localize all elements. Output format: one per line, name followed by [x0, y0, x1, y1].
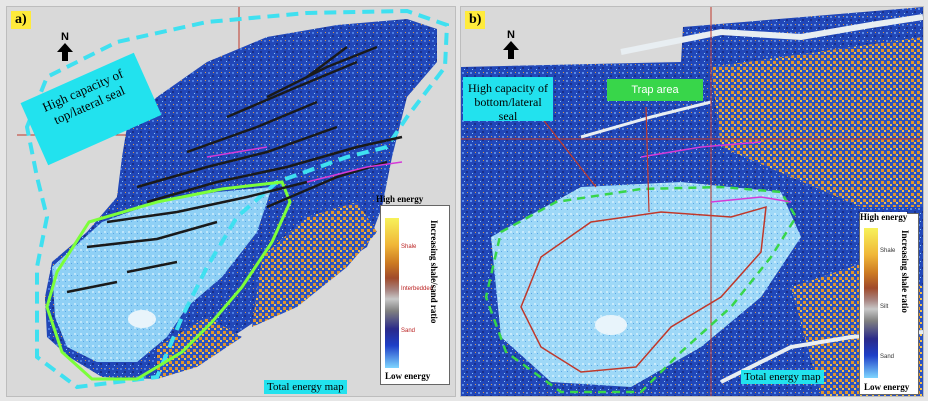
- legend-high: High energy: [860, 212, 908, 222]
- legend-tick: Interbedded: [401, 286, 434, 292]
- legend-tick: Sand: [880, 354, 895, 360]
- callout-arrow: [540, 116, 597, 188]
- seal-callout: High capacity of bottom/lateral seal: [463, 77, 553, 123]
- legend-low: Low energy: [385, 371, 431, 381]
- channel: [620, 14, 923, 55]
- panel-b: b) N High capacity of bottom/lateral sea…: [460, 6, 924, 397]
- legend-axis: Increasing shale/sand ratio: [429, 220, 439, 324]
- legend-axis: Increasing shale ratio: [900, 230, 910, 313]
- north-arrow-icon: [503, 41, 519, 59]
- fault-lines: [66, 45, 403, 294]
- legend-high: High energy: [376, 194, 424, 204]
- high-energy-zone: [252, 202, 377, 327]
- legend-colorbar: [864, 228, 878, 378]
- magenta-lines: [640, 141, 792, 203]
- legend-colorbar: [385, 218, 399, 368]
- seal-dashed-outline: [24, 8, 450, 390]
- north-arrow-icon: [57, 43, 73, 61]
- legend-low: Low energy: [864, 382, 910, 392]
- north-label: N: [507, 29, 515, 41]
- north-label: N: [61, 31, 69, 43]
- trap-dashed-outline: [484, 185, 798, 394]
- map-caption: Total energy map: [264, 380, 347, 394]
- channel: [580, 100, 712, 139]
- low-energy-zone: [52, 187, 272, 362]
- high-energy-zone: [711, 37, 923, 207]
- trap-boundary: [45, 180, 292, 381]
- energy-legend: High energy Shale Interbedded Sand Incre…: [376, 194, 450, 385]
- legend-tick: Shale: [401, 244, 417, 250]
- magenta-lines: [206, 146, 403, 183]
- north-arrow: N: [57, 31, 73, 64]
- panel-b-label: b): [465, 11, 486, 29]
- panel-a-label: a): [11, 11, 31, 29]
- panel-a-map: [17, 7, 450, 390]
- trap-callout: Trap area: [607, 79, 703, 101]
- legend-tick: Shale: [880, 248, 896, 254]
- low-energy-zone: [491, 182, 801, 387]
- panel-b-map: [461, 7, 923, 396]
- map-caption: Total energy map: [741, 370, 824, 384]
- energy-legend: High energy Shale Silt Sand Increasing s…: [859, 212, 919, 395]
- callout-arrow: [645, 106, 650, 213]
- north-arrow: N: [503, 29, 519, 62]
- legend-tick: Silt: [880, 304, 889, 310]
- panel-a: a) N High capacity of top/lateral seal T…: [6, 6, 456, 397]
- trap-outline: [520, 205, 767, 373]
- high-energy-zone: [157, 317, 242, 379]
- white-patch: [595, 315, 627, 335]
- white-patch: [128, 310, 156, 328]
- legend-tick: Sand: [401, 328, 416, 334]
